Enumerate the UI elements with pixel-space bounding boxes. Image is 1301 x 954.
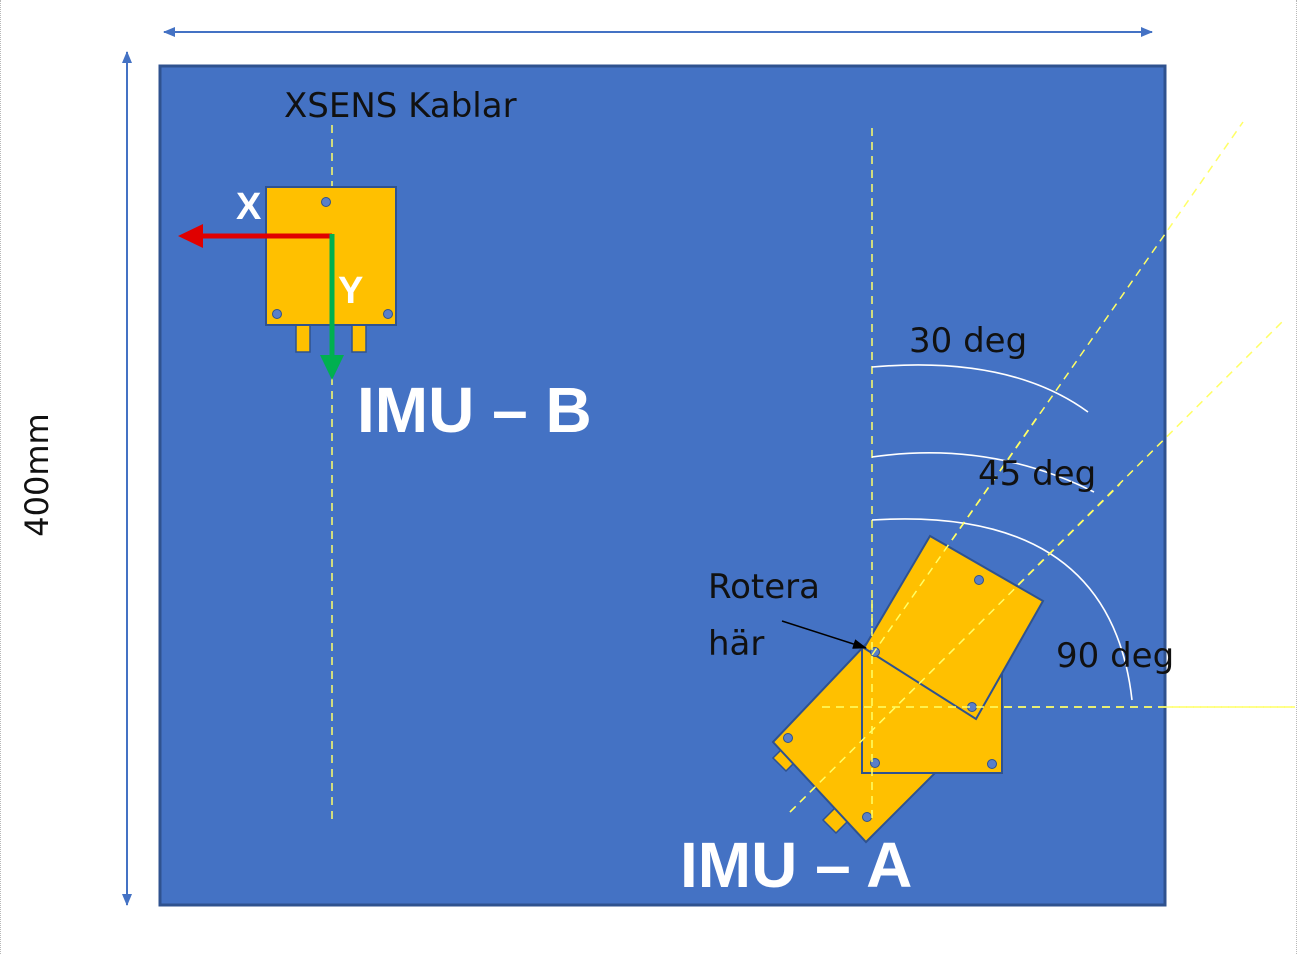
- pivot-label-line2: här: [708, 624, 764, 664]
- arc-45-deg: [871, 452, 1095, 493]
- imu-b-axes: [178, 224, 344, 380]
- angle-label-90: 90 deg: [1056, 636, 1174, 676]
- height-dimension-label: 400mm: [18, 413, 56, 536]
- guide-30-deg: [871, 121, 1244, 656]
- angle-label-30: 30 deg: [909, 321, 1027, 361]
- page-edge-left: [0, 0, 1, 954]
- guide-overlay: [789, 412, 1165, 820]
- page-edge-right: [1296, 0, 1297, 954]
- x-axis-label: X: [236, 186, 262, 228]
- cable-label: XSENS Kablar: [284, 86, 517, 126]
- pivot-pointer-arrow: [781, 620, 867, 649]
- y-axis-label: Y: [338, 270, 363, 312]
- angle-arcs: [871, 364, 1133, 701]
- arc-90-deg: [871, 518, 1133, 701]
- imu-b-title: IMU – B: [357, 374, 592, 446]
- dimension-arrows: [122, 27, 1153, 906]
- imu-a-title: IMU – A: [680, 829, 912, 901]
- arc-30-deg: [871, 364, 1089, 413]
- pivot-label-line1: Rotera: [708, 567, 820, 607]
- angle-label-45: 45 deg: [978, 454, 1096, 494]
